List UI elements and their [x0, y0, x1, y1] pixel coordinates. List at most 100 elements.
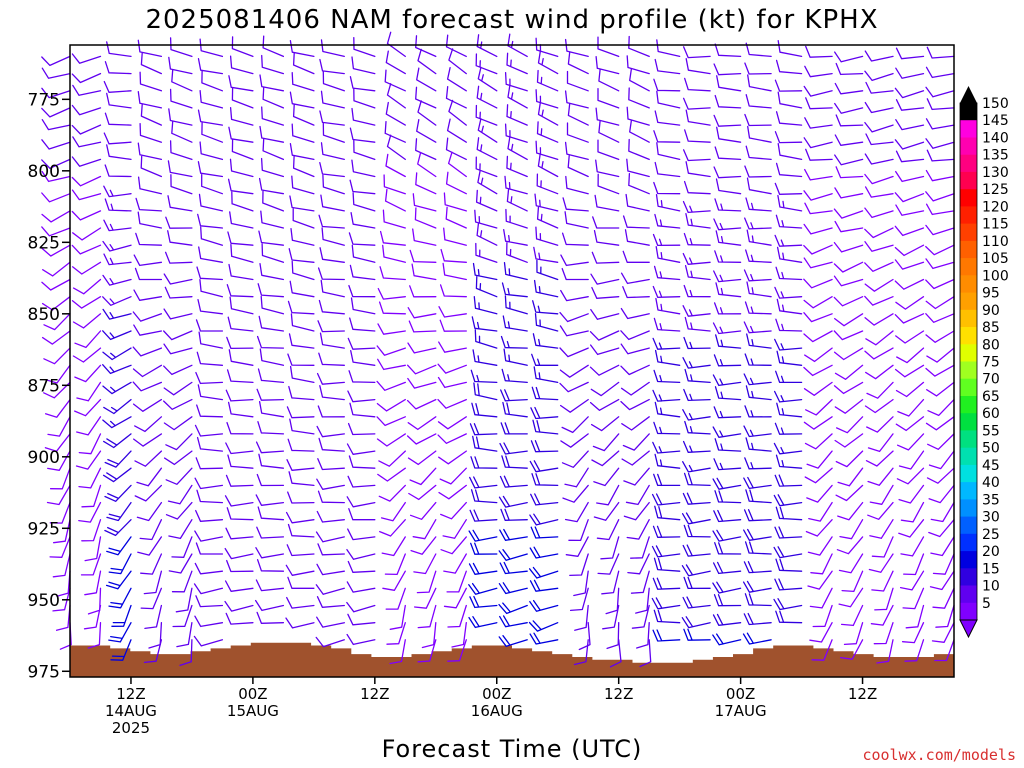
wind-barb — [440, 501, 467, 520]
wind-barb — [347, 390, 376, 403]
wind-barb — [470, 369, 498, 384]
wind-barb — [745, 437, 772, 452]
wind-barb — [321, 227, 345, 246]
wind-barb — [578, 622, 591, 651]
wind-barb — [566, 70, 589, 92]
wind-barb — [84, 570, 102, 596]
wind-barb — [133, 324, 163, 336]
wind-barb — [530, 526, 559, 539]
colorbar-label: 60 — [982, 406, 1000, 422]
wind-barb — [385, 587, 406, 610]
wind-barb — [595, 107, 620, 126]
wind-barb — [900, 536, 925, 557]
wind-barb — [229, 296, 254, 315]
wind-barb — [291, 123, 315, 143]
wind-barb — [385, 101, 406, 126]
wind-barb — [417, 639, 437, 663]
colorbar-segment — [960, 154, 977, 173]
wind-barb — [196, 351, 224, 366]
wind-barb — [41, 67, 71, 79]
wind-barb — [834, 82, 864, 95]
wind-barb — [198, 331, 224, 349]
wind-barb — [389, 604, 406, 630]
wind-barb — [289, 195, 315, 212]
wind-barb — [501, 368, 528, 384]
wind-barb — [833, 241, 864, 253]
wind-barb — [447, 604, 467, 628]
wind-barb — [930, 536, 955, 557]
colorbar-label: 110 — [982, 234, 1009, 250]
wind-barb — [530, 406, 559, 420]
wind-barb — [836, 536, 864, 555]
wind-barb — [199, 141, 224, 161]
wind-barb — [590, 308, 620, 320]
wind-barb — [636, 622, 650, 649]
wind-barb — [744, 353, 772, 366]
wind-barb — [932, 553, 955, 575]
wind-barb — [868, 553, 894, 573]
wind-barb — [352, 192, 376, 212]
wind-barb — [774, 578, 803, 591]
wind-barb — [925, 313, 955, 323]
wind-barb — [134, 484, 163, 502]
wind-barb — [412, 228, 437, 246]
wind-barb — [506, 242, 528, 263]
wind-barb — [408, 320, 437, 333]
wind-barb — [895, 119, 925, 131]
wind-barb — [256, 559, 285, 572]
wind-barb — [437, 363, 467, 374]
wind-barb — [715, 178, 742, 195]
wind-barb — [378, 301, 406, 315]
wind-barb — [530, 440, 559, 453]
wind-barb — [714, 542, 742, 555]
wind-barb — [714, 198, 742, 212]
wind-barb — [833, 275, 864, 287]
wind-barb — [682, 596, 711, 609]
wind-barb — [805, 398, 833, 416]
wind-barb — [895, 204, 925, 216]
wind-barb — [255, 441, 285, 454]
wind-barb — [474, 209, 498, 229]
wind-barb — [715, 334, 742, 349]
wind-barb — [803, 416, 833, 430]
wind-barb — [534, 193, 559, 212]
wind-barb — [498, 549, 528, 561]
wind-barb — [256, 335, 285, 349]
wind-barb — [83, 604, 102, 630]
wind-barb — [656, 39, 681, 58]
wind-barb — [133, 254, 163, 267]
wind-barb — [226, 284, 254, 298]
wind-barb — [873, 622, 894, 645]
wind-barb — [110, 639, 132, 661]
wind-barb — [102, 274, 132, 286]
wind-barb — [445, 85, 467, 109]
wind-barb — [807, 536, 833, 556]
wind-barb — [684, 77, 711, 92]
wind-barb — [864, 227, 894, 239]
wind-barb — [626, 158, 650, 178]
wind-barb — [319, 161, 345, 178]
wind-barb — [473, 296, 498, 315]
wind-barb — [620, 364, 650, 376]
wind-barb — [925, 203, 955, 216]
wind-barb — [713, 114, 742, 127]
wind-barb — [349, 317, 376, 332]
wind-barb — [833, 208, 864, 219]
wind-barb — [927, 398, 955, 417]
colorbar-segment — [960, 533, 977, 552]
wind-barb — [651, 545, 681, 558]
wind-barb — [561, 267, 589, 281]
wind-barb — [349, 76, 376, 92]
wind-barb — [567, 103, 589, 126]
wind-barb — [132, 398, 163, 412]
wind-barb — [226, 559, 254, 573]
y-tick-label: 850 — [28, 305, 60, 325]
wind-barb — [564, 90, 589, 109]
colorbar-segment — [960, 206, 977, 225]
wind-barb — [140, 587, 163, 610]
colorbar-segment — [960, 223, 977, 242]
wind-barb — [440, 536, 467, 555]
wind-barb — [843, 622, 864, 646]
wind-barb — [316, 563, 345, 576]
wind-barb — [775, 214, 803, 229]
